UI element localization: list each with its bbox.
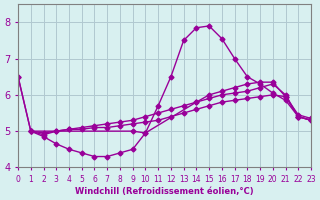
X-axis label: Windchill (Refroidissement éolien,°C): Windchill (Refroidissement éolien,°C)	[75, 187, 254, 196]
